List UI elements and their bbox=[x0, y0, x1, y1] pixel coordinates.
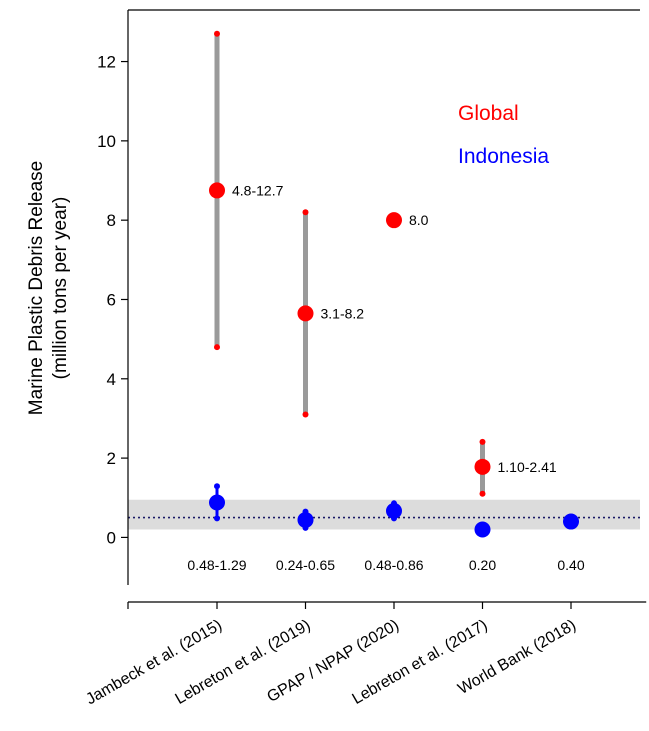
error-bar-cap-low bbox=[214, 344, 220, 351]
y-tick-label: 4 bbox=[107, 370, 116, 389]
data-point bbox=[474, 521, 491, 538]
data-point bbox=[209, 182, 225, 199]
data-point bbox=[386, 212, 402, 229]
y-tick-label: 0 bbox=[107, 528, 116, 547]
data-point bbox=[209, 494, 225, 511]
data-label: 8.0 bbox=[409, 212, 429, 228]
legend: Global Indonesia bbox=[458, 102, 549, 168]
data-label: 0.20 bbox=[469, 557, 496, 573]
legend-entry: Global bbox=[458, 102, 519, 125]
error-bar-cap-low bbox=[479, 490, 486, 497]
error-bar-cap-high bbox=[214, 30, 220, 37]
data-label: 3.1-8.2 bbox=[321, 305, 365, 321]
y-tick-label: 6 bbox=[107, 290, 116, 309]
y-tick-label: 10 bbox=[97, 132, 116, 151]
reference-band bbox=[128, 499, 640, 530]
plot-area: 4.8-12.7 3.1-8.2 8.0 1.10-2.41 0.48-1.29 0.24… bbox=[128, 30, 640, 573]
data-point bbox=[563, 513, 579, 530]
data-label: 1.10-2.41 bbox=[498, 459, 557, 475]
data-label: 0.48-0.86 bbox=[364, 557, 423, 573]
legend-entry: Indonesia bbox=[458, 145, 549, 168]
axis-labels: Marine Plastic Debris Release (million t… bbox=[26, 161, 71, 416]
data-label: 0.48-1.29 bbox=[187, 557, 246, 573]
y-axis-label-line2: (million tons per year) bbox=[50, 197, 71, 380]
data-point bbox=[297, 305, 314, 322]
error-bar-cap-high bbox=[302, 209, 309, 216]
data-point bbox=[474, 458, 491, 475]
y-tick-label: 2 bbox=[107, 449, 116, 468]
y-tick-label: 8 bbox=[107, 211, 116, 230]
data-point bbox=[297, 511, 314, 528]
y-axis-label-line1: Marine Plastic Debris Release bbox=[26, 161, 47, 416]
data-label: 0.40 bbox=[557, 557, 584, 573]
error-bar-cap-high bbox=[214, 483, 220, 490]
y-tick-label: 12 bbox=[97, 53, 116, 72]
error-bar-cap-high bbox=[479, 438, 486, 445]
data-label: 0.24-0.65 bbox=[276, 557, 335, 573]
data-point bbox=[386, 502, 402, 519]
error-bar-cap-low bbox=[302, 411, 309, 418]
data-label: 4.8-12.7 bbox=[232, 182, 284, 198]
error-bar-cap-low bbox=[214, 515, 220, 522]
